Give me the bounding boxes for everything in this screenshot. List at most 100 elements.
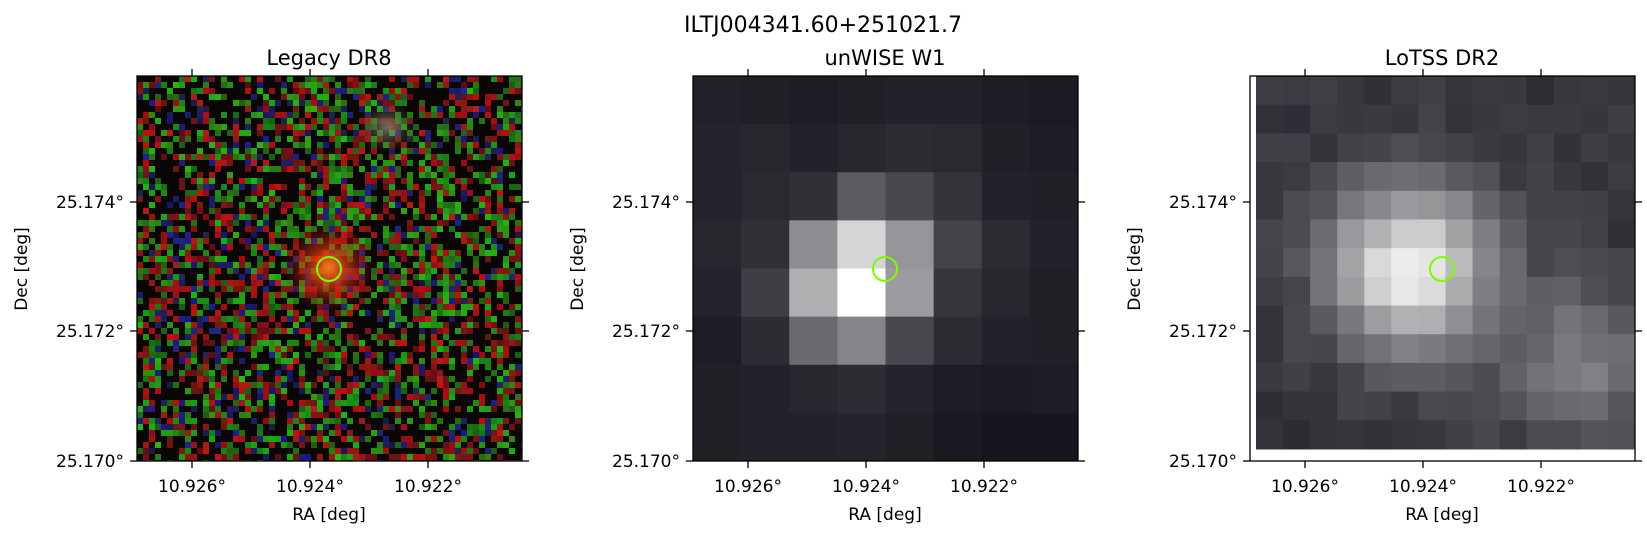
noise-pixel (215, 160, 221, 166)
noise-pixel (329, 352, 335, 358)
noise-pixel (251, 418, 257, 424)
noise-pixel (365, 352, 371, 358)
noise-pixel (197, 322, 203, 328)
image-pixel (885, 124, 935, 173)
noise-pixel (293, 454, 299, 460)
image-pixel (1029, 172, 1078, 221)
noise-pixel (173, 406, 179, 412)
noise-pixel (263, 292, 269, 298)
noise-pixel (461, 178, 467, 184)
noise-pixel (155, 358, 161, 364)
noise-pixel (215, 280, 221, 286)
noise-pixel (293, 202, 299, 208)
image-pixel (1607, 248, 1635, 278)
noise-pixel (485, 292, 491, 298)
noise-pixel (143, 274, 149, 280)
noise-pixel (479, 382, 485, 388)
noise-pixel (275, 280, 281, 286)
noise-pixel (473, 106, 479, 112)
noise-pixel (335, 94, 341, 100)
noise-pixel (149, 436, 155, 442)
noise-pixel (395, 322, 401, 328)
noise-pixel (509, 376, 515, 382)
noise-pixel (401, 208, 407, 214)
image-pixel (1580, 190, 1609, 220)
noise-pixel (431, 352, 437, 358)
noise-pixel (209, 124, 215, 130)
noise-pixel (443, 160, 449, 166)
image-pixel (1472, 76, 1501, 106)
noise-pixel (311, 382, 317, 388)
noise-pixel (299, 412, 305, 418)
noise-pixel (167, 220, 173, 226)
noise-pixel (485, 304, 491, 310)
noise-pixel (209, 172, 215, 178)
noise-pixel (281, 166, 287, 172)
noise-pixel (443, 262, 449, 268)
noise-pixel (311, 172, 317, 178)
noise-pixel (497, 112, 503, 118)
noise-pixel (425, 184, 431, 190)
noise-pixel (155, 136, 161, 142)
noise-pixel (359, 214, 365, 220)
noise-pixel (167, 358, 173, 364)
noise-pixel (425, 424, 431, 430)
noise-pixel (389, 454, 395, 460)
noise-pixel (437, 82, 443, 88)
noise-pixel (305, 388, 311, 394)
noise-pixel (431, 358, 437, 364)
noise-pixel (209, 394, 215, 400)
noise-pixel (287, 76, 293, 82)
noise-pixel (215, 196, 221, 202)
noise-pixel (137, 238, 143, 244)
noise-pixel (203, 370, 209, 376)
noise-pixel (419, 244, 425, 250)
noise-pixel (443, 430, 449, 436)
noise-pixel (431, 412, 437, 418)
noise-pixel (287, 418, 293, 424)
lotss-image-pixels (1256, 76, 1635, 450)
image-pixel (885, 412, 935, 461)
noise-pixel (269, 112, 275, 118)
noise-pixel (509, 424, 515, 430)
noise-pixel (263, 136, 269, 142)
noise-pixel (485, 208, 491, 214)
image-pixel (1337, 162, 1365, 192)
noise-pixel (449, 394, 455, 400)
noise-pixel (401, 436, 407, 442)
noise-pixel (347, 310, 353, 316)
noise-pixel (419, 160, 425, 166)
noise-pixel (437, 250, 443, 256)
noise-pixel (155, 100, 161, 106)
noise-pixel (305, 76, 311, 82)
noise-pixel (443, 76, 449, 82)
noise-pixel (509, 304, 515, 310)
noise-pixel (239, 400, 245, 406)
noise-pixel (401, 244, 407, 250)
noise-pixel (227, 190, 233, 196)
noise-pixel (299, 316, 305, 322)
image-pixel (885, 76, 935, 125)
noise-pixel (197, 274, 203, 280)
noise-pixel (311, 118, 317, 124)
noise-pixel (377, 214, 383, 220)
noise-pixel (431, 262, 437, 268)
noise-pixel (209, 412, 215, 418)
noise-pixel (323, 220, 329, 226)
noise-pixel (185, 364, 191, 370)
noise-pixel (419, 250, 425, 256)
image-pixel (981, 316, 1031, 366)
noise-pixel (491, 76, 497, 82)
noise-pixel (497, 178, 503, 184)
x-tick-label: 10.926° (158, 477, 226, 497)
noise-pixel (335, 406, 341, 412)
noise-pixel (161, 310, 167, 316)
noise-pixel (227, 448, 233, 454)
noise-pixel (269, 280, 275, 286)
image-pixel (1472, 162, 1501, 192)
noise-pixel (305, 136, 311, 142)
noise-pixel (203, 250, 209, 256)
noise-pixel (215, 346, 221, 352)
noise-pixel (245, 442, 251, 448)
noise-pixel (185, 136, 191, 142)
